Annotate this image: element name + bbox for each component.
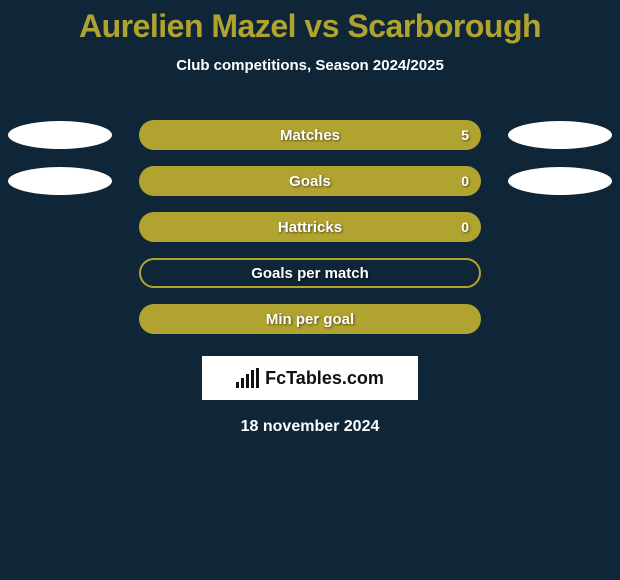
infographic-container: Aurelien Mazel vs Scarborough Club compe… [0, 0, 620, 580]
logo-box: FcTables.com [202, 356, 418, 400]
logo-bar [241, 378, 244, 388]
logo-text: FcTables.com [265, 368, 384, 389]
stat-value: 0 [461, 173, 469, 189]
stat-row: Goals 0 [0, 158, 620, 204]
left-ellipse-icon [8, 167, 112, 195]
left-ellipse-icon [8, 121, 112, 149]
stat-pill: Goals 0 [139, 166, 481, 196]
logo-bar [251, 370, 254, 388]
stat-value: 5 [461, 127, 469, 143]
stat-label: Matches [280, 127, 340, 144]
stats-rows: Matches 5 Goals 0 Hattricks 0 Goals per match M… [0, 112, 620, 342]
logo-bars-icon [236, 368, 259, 388]
logo-bar [256, 368, 259, 388]
stat-pill: Matches 5 [139, 120, 481, 150]
stat-row: Hattricks 0 [0, 204, 620, 250]
stat-label: Goals [289, 173, 331, 190]
stat-value: 0 [461, 219, 469, 235]
stat-pill: Min per goal [139, 304, 481, 334]
stat-pill: Hattricks 0 [139, 212, 481, 242]
logo-bar [236, 382, 239, 388]
footer-date: 18 november 2024 [0, 418, 620, 436]
stat-row: Matches 5 [0, 112, 620, 158]
logo-bar [246, 374, 249, 388]
right-ellipse-icon [508, 121, 612, 149]
stat-row: Min per goal [0, 296, 620, 342]
stat-label: Goals per match [251, 265, 369, 282]
stat-pill: Goals per match [139, 258, 481, 288]
page-subtitle: Club competitions, Season 2024/2025 [0, 57, 620, 74]
right-ellipse-icon [508, 167, 612, 195]
stat-row: Goals per match [0, 250, 620, 296]
page-title: Aurelien Mazel vs Scarborough [0, 0, 620, 45]
stat-label: Hattricks [278, 219, 342, 236]
stat-label: Min per goal [266, 311, 354, 328]
